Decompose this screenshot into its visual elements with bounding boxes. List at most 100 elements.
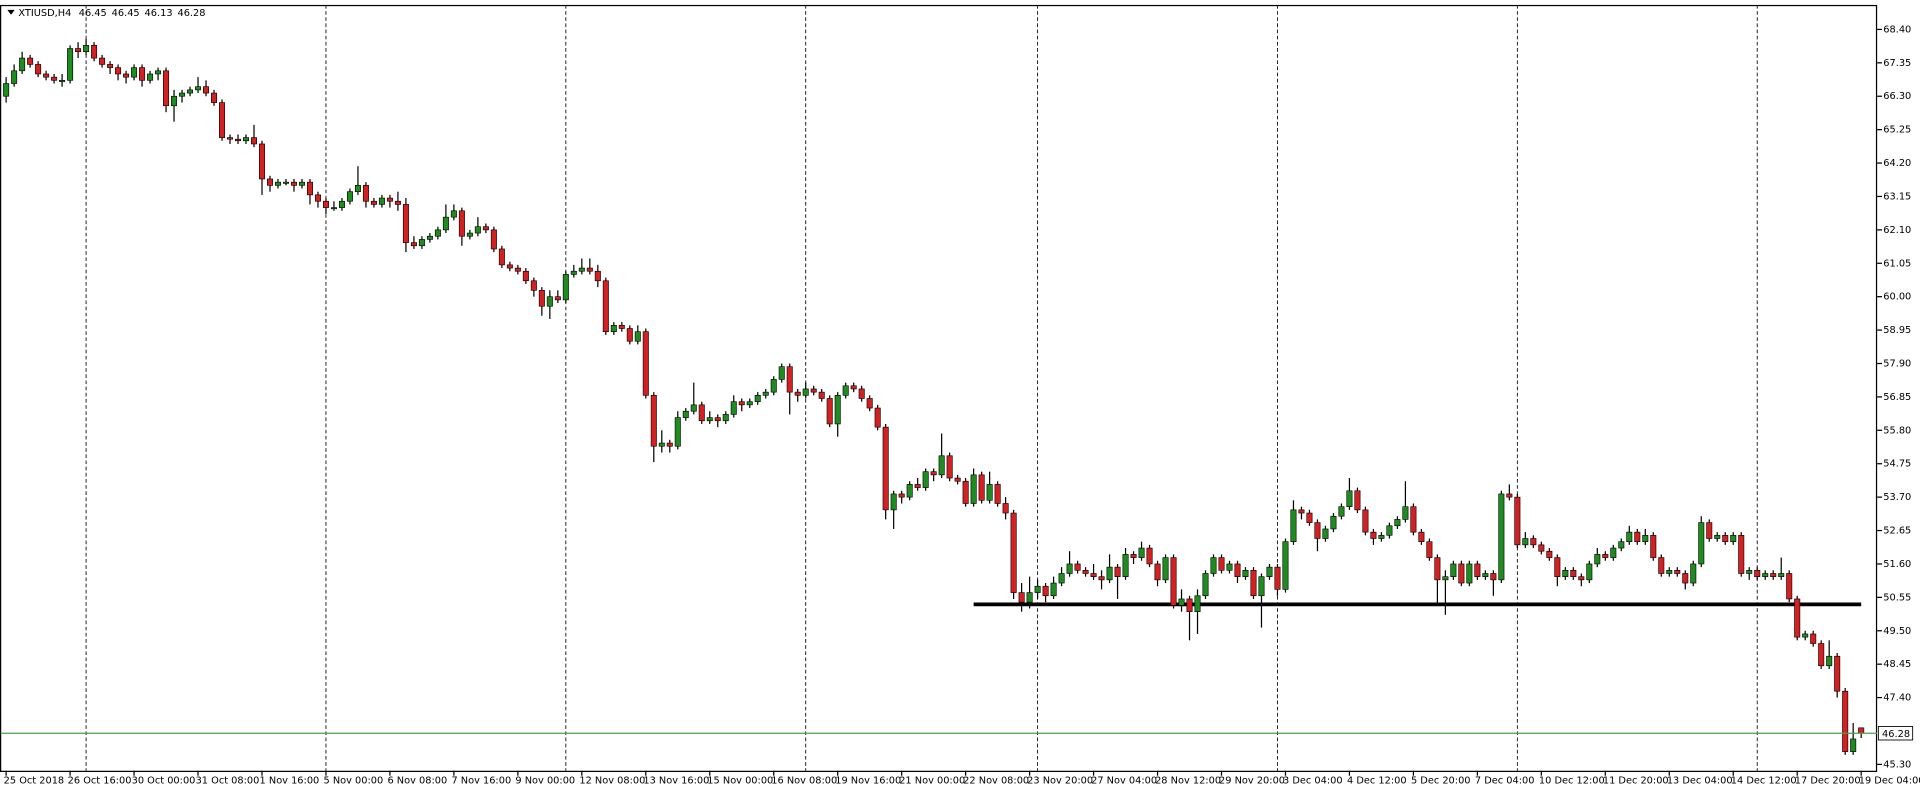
candle-body [1706,522,1713,539]
x-tick-label: 10 Dec 12:00 [1539,776,1605,787]
candle-body [938,455,945,476]
candle-body [898,493,905,498]
y-tick-label: 45.30 [1883,759,1911,770]
y-tick-label: 62.10 [1883,225,1911,236]
candle-body [1506,493,1513,498]
candle-body [354,185,361,192]
candle-body [410,242,417,247]
candle-body [1258,576,1265,597]
candle-body [1794,598,1801,638]
candle-body [1546,550,1553,558]
chart-header: XTIUSD,H4 46.45 46.45 46.13 46.28 [18,8,205,19]
candle-body [3,83,10,97]
candle-body [842,385,849,396]
y-tick-label: 50.55 [1883,592,1911,603]
y-tick-label: 64.20 [1883,158,1911,169]
y-tick-label: 51.60 [1883,559,1911,570]
candle-body [378,197,385,205]
x-tick-label: 5 Nov 00:00 [324,776,384,787]
candle-body [1202,573,1209,597]
candle-body [1858,727,1865,734]
candle-body [1770,573,1777,577]
x-tick-label: 21 Nov 00:00 [899,776,965,787]
candle-body [1418,531,1425,542]
header-ohlc: 46.13 [145,8,173,19]
candle-body [1730,535,1737,542]
candle-body [123,73,130,78]
candle-body [1514,496,1521,546]
candle-body [1106,566,1113,581]
candle-body [1242,570,1249,577]
candle-body [394,200,401,205]
y-tick-label: 53.70 [1883,492,1911,503]
candle-body [1394,519,1401,527]
candle-body [954,477,961,482]
candle-body [195,86,202,91]
candle-body [1210,557,1217,574]
candle-body [1666,570,1673,574]
y-tick-label: 54.75 [1883,459,1911,470]
candle-body [994,484,1001,504]
candle-body [1146,547,1153,565]
candle-body [1826,655,1833,667]
x-tick-label: 7 Nov 16:00 [451,776,511,787]
candle-body [250,137,257,145]
menu-arrow[interactable] [7,9,15,15]
candle-body [458,210,465,237]
candle-body [1578,576,1585,581]
candle-body [1786,573,1793,600]
candle-body [83,45,90,53]
candle-body [91,45,98,59]
candle-body [1554,557,1561,577]
candle-body [514,267,521,272]
candle-body [1018,592,1025,603]
candle-body [818,391,825,399]
candle-body [666,442,673,447]
candle-body [282,181,289,184]
candle-body [482,226,489,231]
candle-body [450,210,457,218]
candle-body [187,89,194,94]
candle-body [1274,566,1281,590]
x-tick-label: 7 Dec 04:00 [1475,776,1535,787]
candle-body [330,207,337,210]
y-tick-label: 60.00 [1883,292,1911,303]
y-tick-label: 66.30 [1883,91,1911,102]
candle-body [1738,535,1745,574]
x-tick-label: 4 Dec 12:00 [1347,776,1407,787]
candle-body [1034,585,1041,593]
candle-body [1370,531,1377,539]
candle-body [1282,541,1289,590]
x-tick-label: 11 Dec 20:00 [1603,776,1669,787]
candle-body [99,57,106,65]
candle-body [1682,573,1689,584]
candle-body [1650,535,1657,558]
x-tick-label: 13 Nov 16:00 [643,776,709,787]
x-tick-label: 28 Nov 12:00 [1155,776,1221,787]
candle-body [1698,522,1705,565]
candle-body [227,137,234,140]
candle-body [1802,633,1809,638]
x-tick-label: 5 Dec 20:00 [1411,776,1471,787]
candle-body [1114,566,1121,577]
candle-body [1842,690,1849,752]
candle-body [866,398,873,409]
x-tick-label: 27 Nov 04:00 [1091,776,1157,787]
candle-body [402,204,409,243]
candle-body [794,391,801,396]
candle-body [490,229,497,250]
x-tick-label: 31 Oct 08:00 [196,776,260,787]
candle-body [19,57,26,72]
x-tick-label: 15 Nov 00:00 [707,776,773,787]
candle-body [890,493,897,511]
candle-body [778,366,785,380]
candle-body [115,67,122,75]
candle-body [1082,570,1089,574]
candle-body [1058,573,1065,584]
candle-body [754,395,761,402]
candle-body [1138,547,1145,558]
candle-body [986,484,993,501]
x-tick-label: 13 Dec 04:00 [1667,776,1733,787]
candle-body [786,366,793,393]
